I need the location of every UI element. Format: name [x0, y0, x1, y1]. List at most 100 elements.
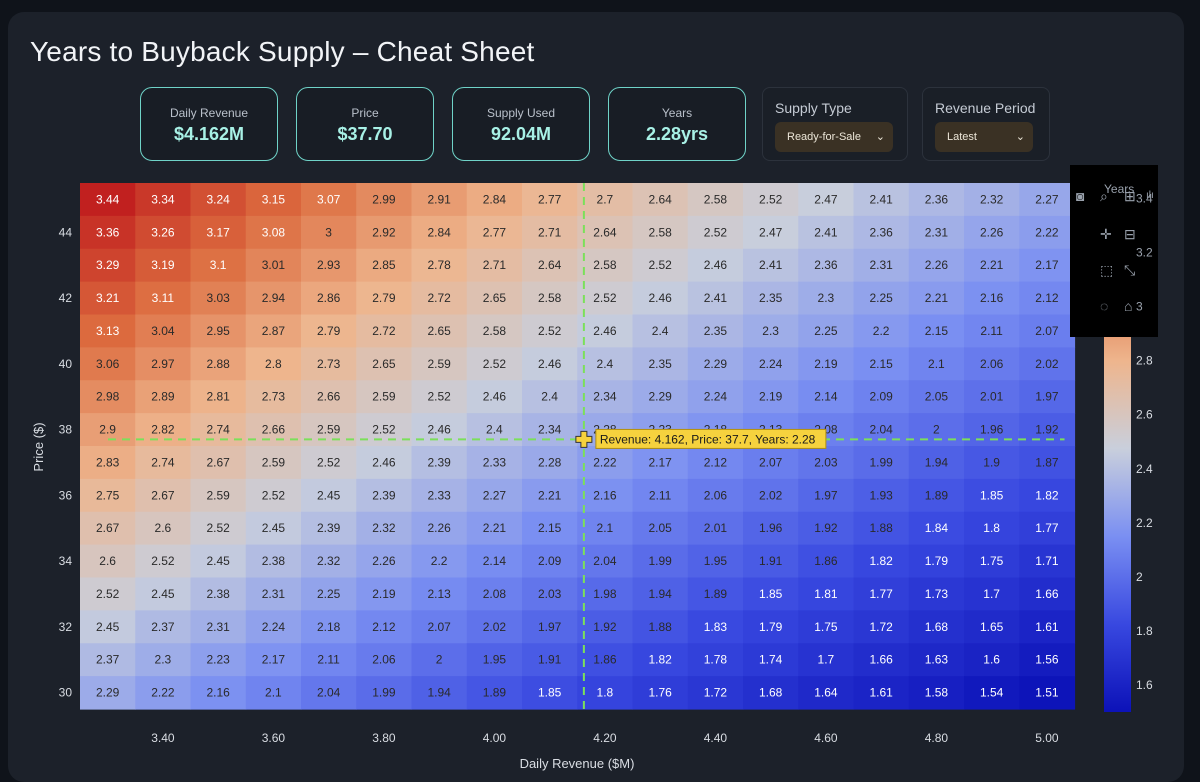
- heatmap-cell[interactable]: [135, 314, 192, 348]
- heatmap-cell[interactable]: [853, 478, 910, 513]
- heatmap-cell[interactable]: [135, 676, 192, 710]
- heatmap-cell[interactable]: [245, 413, 302, 447]
- heatmap-cell[interactable]: [908, 248, 965, 283]
- heatmap-cell[interactable]: [908, 577, 965, 611]
- heatmap-cell[interactable]: [80, 478, 136, 513]
- heatmap-cell[interactable]: [466, 413, 523, 447]
- heatmap-cell[interactable]: [135, 281, 192, 316]
- heatmap-cell[interactable]: [798, 544, 855, 579]
- zoom-out-icon[interactable]: ⊟: [1124, 226, 1136, 242]
- heatmap-cell[interactable]: [964, 314, 1020, 348]
- heatmap-cell[interactable]: [908, 380, 965, 414]
- heatmap-cell[interactable]: [356, 577, 413, 611]
- heatmap-cell[interactable]: [743, 577, 799, 611]
- heatmap-cell[interactable]: [411, 215, 468, 250]
- heatmap-cell[interactable]: [964, 413, 1020, 447]
- heatmap-cell[interactable]: [687, 183, 744, 217]
- heatmap-cell[interactable]: [798, 676, 855, 710]
- heatmap-cell[interactable]: [1019, 183, 1076, 217]
- heatmap-cell[interactable]: [301, 248, 357, 283]
- heatmap-cell[interactable]: [135, 446, 192, 480]
- heatmap-cell[interactable]: [522, 446, 578, 480]
- heatmap-cell[interactable]: [577, 183, 634, 217]
- heatmap-cell[interactable]: [190, 577, 247, 611]
- heatmap-cell[interactable]: [964, 248, 1020, 283]
- heatmap-cell[interactable]: [466, 183, 523, 217]
- heatmap-cell[interactable]: [632, 643, 689, 677]
- heatmap-cell[interactable]: [687, 380, 744, 414]
- heatmap-cell[interactable]: [577, 676, 634, 710]
- heatmap-cell[interactable]: [577, 544, 634, 579]
- heatmap-cell[interactable]: [853, 413, 910, 447]
- heatmap-cell[interactable]: [466, 610, 523, 644]
- heatmap-cell[interactable]: [853, 577, 910, 611]
- heatmap-cell[interactable]: [1019, 643, 1076, 677]
- home-icon[interactable]: ⌂: [1124, 298, 1133, 314]
- heatmap-cell[interactable]: [135, 183, 192, 217]
- heatmap-cell[interactable]: [687, 314, 744, 348]
- heatmap-cell[interactable]: [356, 544, 413, 579]
- heatmap-cell[interactable]: [356, 676, 413, 710]
- heatmap-cell[interactable]: [411, 314, 468, 348]
- heatmap-cell[interactable]: [1019, 511, 1076, 546]
- heatmap-cell[interactable]: [245, 544, 302, 579]
- heatmap-cell[interactable]: [522, 314, 578, 348]
- heatmap-cell[interactable]: [411, 248, 468, 283]
- heatmap-cell[interactable]: [687, 643, 744, 677]
- heatmap-cell[interactable]: [411, 380, 468, 414]
- heatmap-cell[interactable]: [798, 347, 855, 381]
- heatmap-cell[interactable]: [632, 281, 689, 316]
- heatmap-cell[interactable]: [1019, 446, 1076, 480]
- heatmap-cell[interactable]: [301, 314, 357, 348]
- heatmap-cell[interactable]: [356, 314, 413, 348]
- heatmap-cell[interactable]: [80, 610, 136, 644]
- supply-type-dropdown[interactable]: Ready-for-Sale ⌄: [775, 122, 893, 152]
- heatmap-cell[interactable]: [522, 380, 578, 414]
- heatmap-cell[interactable]: [245, 676, 302, 710]
- heatmap-cell[interactable]: [301, 215, 357, 250]
- heatmap-cell[interactable]: [798, 314, 855, 348]
- heatmap-cell[interactable]: [356, 643, 413, 677]
- heatmap-cell[interactable]: [135, 413, 192, 447]
- heatmap-cell[interactable]: [135, 347, 192, 381]
- heatmap-cell[interactable]: [245, 446, 302, 480]
- heatmap-cell[interactable]: [80, 347, 136, 381]
- heatmap-cell[interactable]: [632, 511, 689, 546]
- plotly-logo-icon[interactable]: ılı: [1146, 190, 1154, 201]
- heatmap-cell[interactable]: [1019, 281, 1076, 316]
- heatmap-cell[interactable]: [190, 380, 247, 414]
- heatmap-cell[interactable]: [743, 610, 799, 644]
- heatmap-cell[interactable]: [908, 413, 965, 447]
- heatmap-cell[interactable]: [687, 446, 744, 480]
- heatmap-cell[interactable]: [798, 446, 855, 480]
- heatmap-cell[interactable]: [466, 248, 523, 283]
- heatmap-cell[interactable]: [798, 183, 855, 217]
- heatmap-cell[interactable]: [522, 544, 578, 579]
- heatmap-cell[interactable]: [1019, 347, 1076, 381]
- heatmap-cell[interactable]: [687, 248, 744, 283]
- heatmap-cell[interactable]: [687, 676, 744, 710]
- heatmap-cell[interactable]: [466, 380, 523, 414]
- lasso-icon[interactable]: ◌: [1100, 298, 1109, 314]
- heatmap-cell[interactable]: [301, 511, 357, 546]
- heatmap-cell[interactable]: [80, 446, 136, 480]
- heatmap-cell[interactable]: [743, 511, 799, 546]
- heatmap-cell[interactable]: [356, 248, 413, 283]
- heatmap-cell[interactable]: [301, 478, 357, 513]
- heatmap-cell[interactable]: [1019, 676, 1076, 710]
- heatmap-cell[interactable]: [190, 446, 247, 480]
- heatmap-cell[interactable]: [632, 314, 689, 348]
- heatmap-cell[interactable]: [522, 248, 578, 283]
- heatmap-cell[interactable]: [80, 577, 136, 611]
- heatmap-cell[interactable]: [964, 380, 1020, 414]
- camera-icon[interactable]: ◙: [1076, 188, 1085, 204]
- heatmap-cell[interactable]: [522, 215, 578, 250]
- heatmap-cell[interactable]: [522, 577, 578, 611]
- heatmap-cell[interactable]: [80, 183, 136, 217]
- heatmap-cell[interactable]: [190, 676, 247, 710]
- heatmap-cell[interactable]: [632, 215, 689, 250]
- heatmap-cell[interactable]: [687, 281, 744, 316]
- heatmap-cell[interactable]: [411, 544, 468, 579]
- heatmap-cell[interactable]: [245, 577, 302, 611]
- heatmap-cell[interactable]: [964, 478, 1020, 513]
